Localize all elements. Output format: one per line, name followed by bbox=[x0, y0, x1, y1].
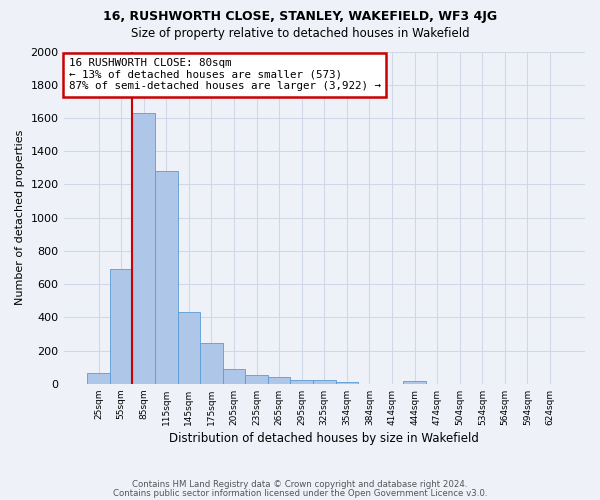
Bar bbox=[133, 113, 155, 384]
Bar bbox=[155, 171, 178, 384]
Bar bbox=[200, 342, 223, 384]
X-axis label: Distribution of detached houses by size in Wakefield: Distribution of detached houses by size … bbox=[169, 432, 479, 445]
Bar bbox=[290, 380, 313, 384]
Text: Contains HM Land Registry data © Crown copyright and database right 2024.: Contains HM Land Registry data © Crown c… bbox=[132, 480, 468, 489]
Bar bbox=[403, 381, 426, 384]
Text: 16 RUSHWORTH CLOSE: 80sqm
← 13% of detached houses are smaller (573)
87% of semi: 16 RUSHWORTH CLOSE: 80sqm ← 13% of detac… bbox=[69, 58, 381, 92]
Bar bbox=[268, 377, 290, 384]
Bar bbox=[245, 374, 268, 384]
Y-axis label: Number of detached properties: Number of detached properties bbox=[15, 130, 25, 306]
Bar bbox=[110, 269, 133, 384]
Text: Contains public sector information licensed under the Open Government Licence v3: Contains public sector information licen… bbox=[113, 489, 487, 498]
Bar bbox=[178, 312, 200, 384]
Text: 16, RUSHWORTH CLOSE, STANLEY, WAKEFIELD, WF3 4JG: 16, RUSHWORTH CLOSE, STANLEY, WAKEFIELD,… bbox=[103, 10, 497, 23]
Bar bbox=[313, 380, 335, 384]
Text: Size of property relative to detached houses in Wakefield: Size of property relative to detached ho… bbox=[131, 28, 469, 40]
Bar bbox=[223, 369, 245, 384]
Bar bbox=[335, 382, 358, 384]
Bar bbox=[87, 373, 110, 384]
